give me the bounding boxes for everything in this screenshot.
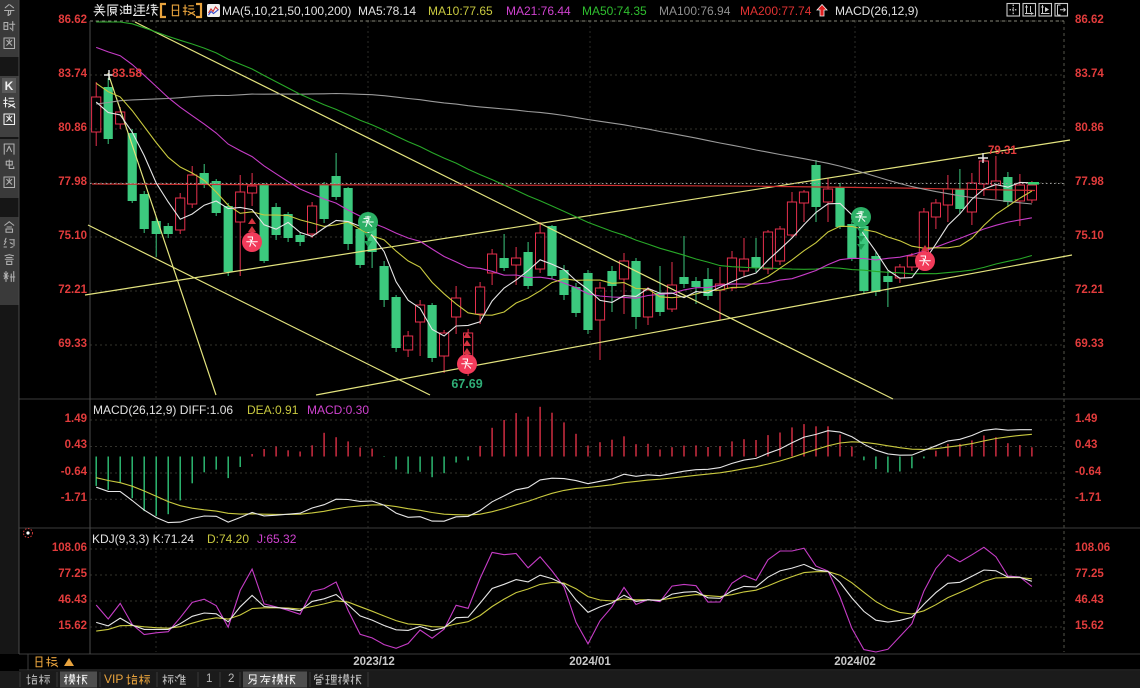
svg-text:VIP: VIP [104, 672, 123, 686]
svg-text:K: K [5, 79, 14, 93]
